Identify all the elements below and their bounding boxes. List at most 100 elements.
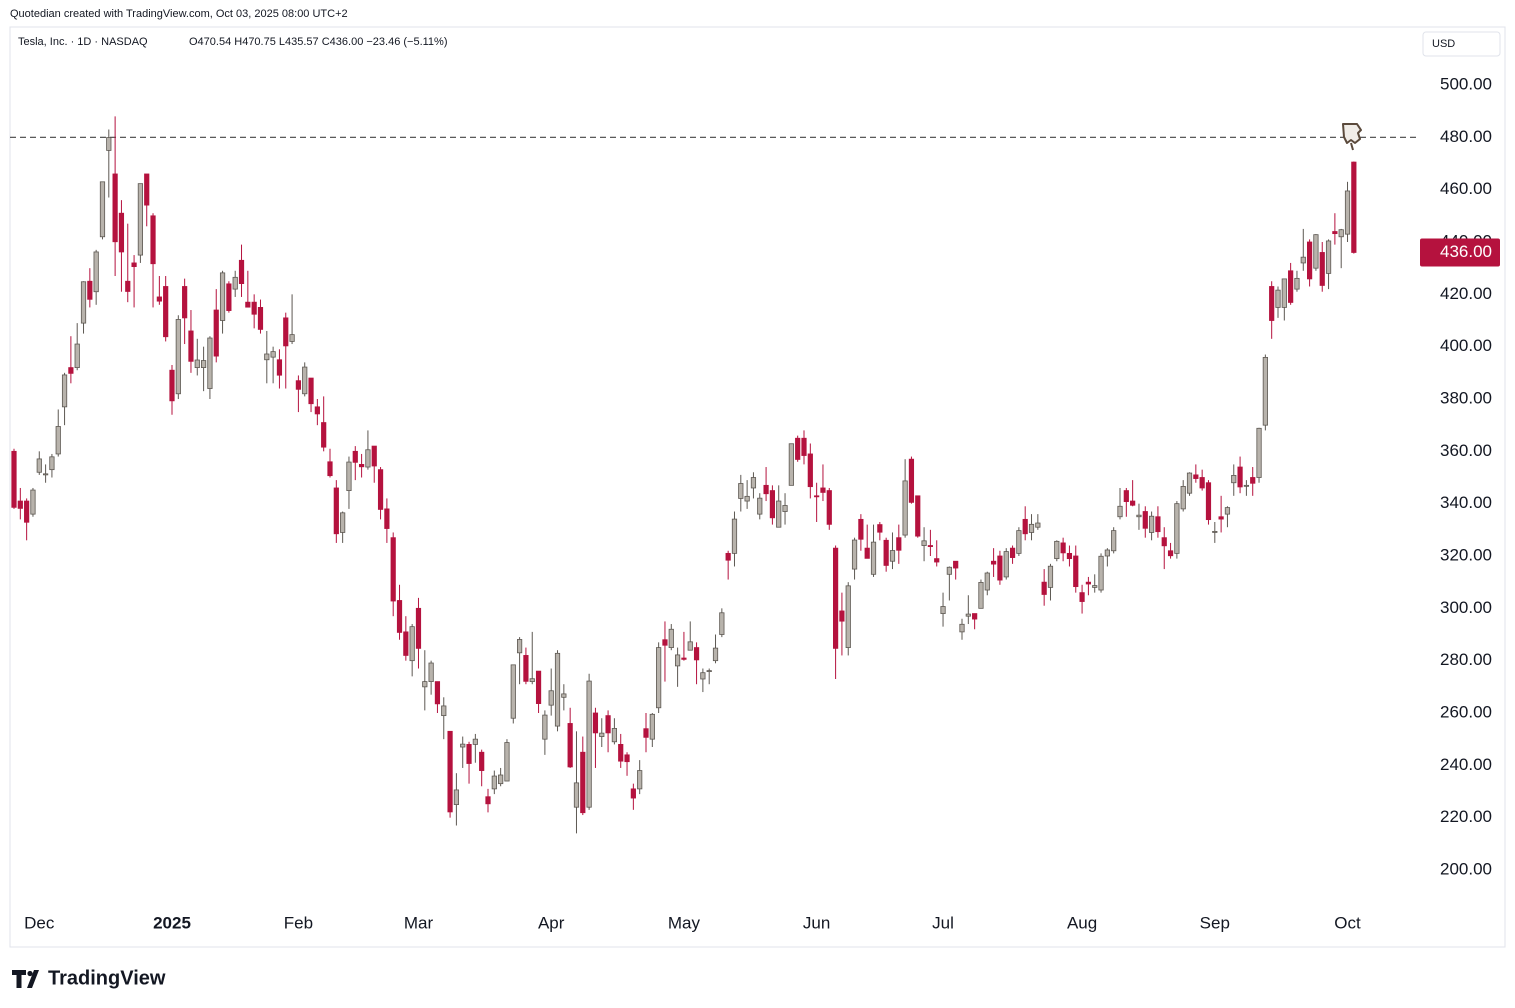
candle-body [1250,477,1256,484]
candle-body [264,353,270,361]
candle-body [523,655,529,682]
y-tick-label: 400.00 [1440,336,1492,355]
candle-body [1117,505,1123,518]
candle-body [396,600,403,633]
candle-body [656,647,662,709]
candle-body [251,301,257,315]
candle-body [1325,240,1332,274]
currency-box[interactable] [1422,31,1501,57]
y-tick-label: 260.00 [1440,702,1492,721]
candle-body [997,555,1003,581]
candle-body [599,732,605,737]
candle-body [1092,585,1098,588]
candle-body [1313,234,1319,269]
candle-body [965,613,971,617]
candle-body [706,670,712,673]
candle-body [346,461,352,491]
candle-body [1161,537,1167,547]
candle-body [535,670,542,704]
y-tick-label: 220.00 [1440,807,1492,826]
x-tick-label: Sep [1200,913,1230,932]
candle-body [447,730,453,813]
candle-body [340,512,346,533]
candle-body [55,426,61,455]
candle-body [384,508,390,529]
candle-body [940,606,946,614]
y-tick-label: 380.00 [1440,388,1492,407]
candle-body [712,647,719,662]
candle-body [883,539,889,566]
candle-body [592,712,599,734]
x-tick-label: Mar [404,913,434,932]
candle-body [68,367,74,374]
candle-body [434,681,441,705]
candle-body [175,319,181,395]
y-tick-label: 340.00 [1440,493,1492,512]
candle-body [719,612,725,635]
candle-body [896,537,902,551]
candle-body [156,296,162,302]
y-tick-label: 460.00 [1440,179,1492,198]
candle-body [687,641,693,651]
candle-body [321,422,327,448]
candle-body [144,173,150,206]
candle-body [1060,542,1066,554]
chart-title: Tesla, Inc. · 1D · NASDAQ [18,36,148,48]
quote: O470.54 H470.75 L435.57 C436.00 −23.46 (… [189,36,448,48]
x-tick-label: Jul [932,913,954,932]
candle-body [1149,515,1155,533]
candle-body [1307,241,1313,280]
candle-body [826,490,832,525]
candle-body [295,380,302,390]
brand-logo [12,970,39,988]
candle-body [125,280,131,292]
candle-body [257,307,264,330]
candle-body [1041,581,1047,595]
candle-body [700,672,706,680]
x-tick-label: Apr [538,913,565,932]
candle-body [984,572,990,591]
y-tick-label: 420.00 [1440,284,1492,303]
candle-body [327,461,333,477]
candle-body [731,518,738,554]
candle-body [978,582,984,609]
candle-body [1344,190,1351,235]
candle-body [1212,531,1218,533]
candle-body [605,715,611,734]
candle-body [902,480,908,536]
candle-body [441,705,447,717]
candle-body [542,714,548,740]
candle-body [276,359,283,376]
candle-body [1281,278,1287,308]
candle-body [333,487,339,535]
candle-body [1288,270,1294,303]
candle-body [1218,516,1224,520]
candle-body [238,259,245,285]
candle-body [1294,277,1300,290]
candle-body [466,744,472,764]
candle-body [377,469,384,510]
candle-body [1199,477,1205,489]
candle-body [1009,547,1016,558]
y-tick-label: 240.00 [1440,755,1492,774]
y-tick-label: 320.00 [1440,545,1492,564]
candle-body [1174,503,1180,554]
candle-body [289,334,295,342]
candle-body [561,693,567,698]
candle-body [1231,475,1237,484]
candle-body [498,774,504,785]
candle-body [851,539,858,570]
candle-body [839,610,845,622]
candle-body [554,652,561,727]
candle-body [586,680,592,808]
candle-body [352,450,358,463]
candle-body [953,560,959,569]
candle-body [1016,530,1022,554]
candle-body [738,483,744,499]
candle-body [573,782,580,808]
y-tick-label: 480.00 [1440,127,1492,146]
candle-body [870,541,877,575]
candle-body [390,537,396,602]
candle-body [782,505,788,512]
